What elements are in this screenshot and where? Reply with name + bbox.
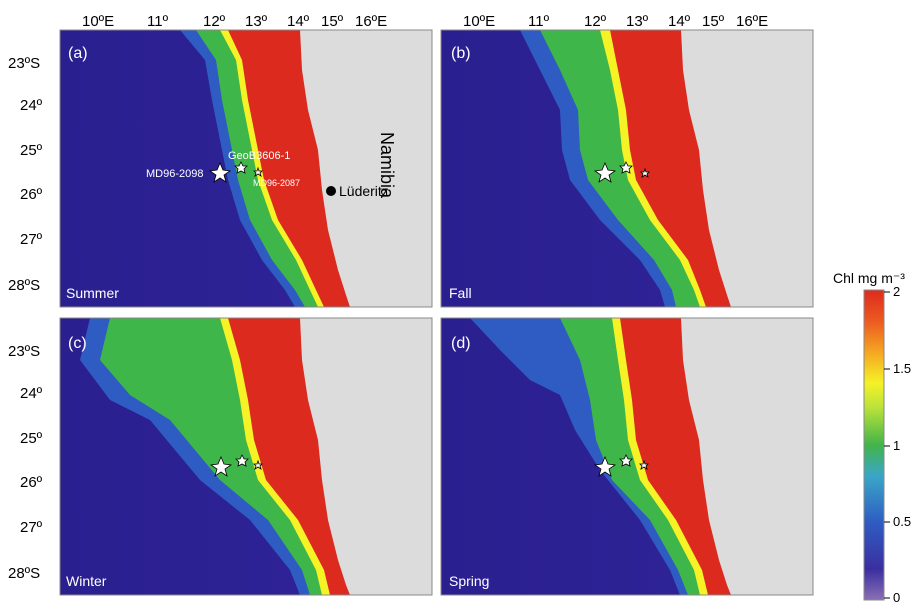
lon-label: 14º xyxy=(287,13,310,30)
colorbar: Chl mg m⁻³ 2 1.5 1 0.5 0 xyxy=(833,270,911,605)
lat-label: 28ºS xyxy=(8,277,40,294)
lat-label: 27º xyxy=(20,519,43,536)
lat-label: 23ºS xyxy=(8,55,40,72)
colorbar-gradient xyxy=(863,289,885,601)
lon-label: 15º xyxy=(702,13,725,30)
country-label: Namibia xyxy=(377,132,397,199)
season-label: Fall xyxy=(449,285,472,301)
lon-label: 14º xyxy=(668,13,691,30)
colorbar-tick-label: 1 xyxy=(893,438,900,453)
lon-label: 16ºE xyxy=(736,13,768,30)
land xyxy=(681,30,813,307)
lat-label: 26º xyxy=(20,474,43,491)
land xyxy=(300,318,432,595)
colorbar-tick-label: 2 xyxy=(893,284,900,299)
panel-label: (d) xyxy=(451,335,471,352)
lon-label: 10ºE xyxy=(463,13,495,30)
panel-label: (a) xyxy=(68,45,88,62)
lat-label: 25º xyxy=(20,430,43,447)
lon-label: 12º xyxy=(203,13,226,30)
lon-label: 11º xyxy=(528,13,550,30)
lat-label: 28ºS xyxy=(8,565,40,582)
star-marker xyxy=(593,161,617,183)
star-marker xyxy=(619,454,633,467)
lat-label: 25º xyxy=(20,142,43,159)
colorbar-title: Chl mg m⁻³ xyxy=(833,270,905,286)
star-marker xyxy=(208,161,232,183)
season-label: Spring xyxy=(449,573,489,589)
colorbar-tick-label: 0.5 xyxy=(893,514,911,529)
lat-label: 26º xyxy=(20,186,43,203)
lon-label: 13º xyxy=(626,13,649,30)
town-label: Lüderitz xyxy=(339,183,389,199)
panel-frame xyxy=(59,317,433,596)
star-marker xyxy=(619,161,633,174)
left-latitude-axis-bottom: 23ºS 24º 25º 26º 27º 28ºS xyxy=(8,343,43,582)
land xyxy=(300,30,432,307)
lon-label: 15º xyxy=(321,13,344,30)
season-label: Summer xyxy=(66,285,119,301)
panel-frame xyxy=(440,317,814,596)
land xyxy=(681,318,813,595)
site-label-md96-2087: MD96-2087 xyxy=(253,178,300,188)
panel-label: (b) xyxy=(451,45,471,62)
panel-frame xyxy=(440,29,814,308)
site-label-md96-2098: MD96-2098 xyxy=(146,168,203,180)
site-label-geob3606: GeoB3606-1 xyxy=(228,150,290,162)
star-marker xyxy=(640,167,650,178)
colorbar-tick-label: 0 xyxy=(893,590,900,605)
map-panel-winter xyxy=(60,318,432,595)
star-marker xyxy=(209,455,233,477)
lon-label: 16ºE xyxy=(355,13,387,30)
lat-label: 27º xyxy=(20,231,43,248)
star-marker xyxy=(639,459,649,470)
town-marker xyxy=(326,186,336,196)
star-marker xyxy=(253,166,263,177)
lat-label: 24º xyxy=(20,97,43,114)
lon-label: 12º xyxy=(584,13,607,30)
star-marker xyxy=(235,454,249,467)
lon-label: 10ºE xyxy=(82,13,114,30)
star-marker xyxy=(253,459,263,470)
lat-label: 23ºS xyxy=(8,343,40,360)
map-panel-summer xyxy=(60,30,432,307)
panel-label: (c) xyxy=(68,335,87,352)
top-longitude-axis: 10ºE 11º 12º 13º 14º 15º 16ºE 10ºE 11º 1… xyxy=(82,13,768,30)
map-panel-spring xyxy=(441,318,813,595)
colorbar-tick-label: 1.5 xyxy=(893,361,911,376)
site-markers xyxy=(208,161,650,477)
panel-frame xyxy=(59,29,433,308)
season-label: Winter xyxy=(66,573,107,589)
lon-label: 11º xyxy=(147,13,169,30)
lat-label: 24º xyxy=(20,385,43,402)
star-marker xyxy=(593,455,617,477)
left-latitude-axis-top: 23ºS 24º 25º 26º 27º 28ºS xyxy=(8,55,43,294)
lon-label: 13º xyxy=(245,13,268,30)
star-marker xyxy=(234,161,248,174)
